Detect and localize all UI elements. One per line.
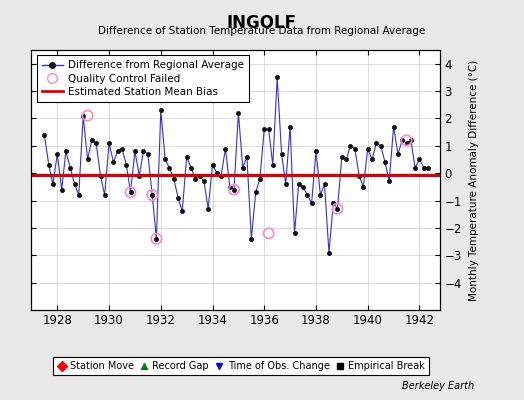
- Text: INGOLF: INGOLF: [227, 14, 297, 32]
- Point: [152, 236, 160, 242]
- Legend: Station Move, Record Gap, Time of Obs. Change, Empirical Break: Station Move, Record Gap, Time of Obs. C…: [53, 357, 429, 375]
- Point: [148, 192, 157, 198]
- Y-axis label: Monthly Temperature Anomaly Difference (°C): Monthly Temperature Anomaly Difference (…: [468, 59, 478, 301]
- Legend: Difference from Regional Average, Quality Control Failed, Estimated Station Mean: Difference from Regional Average, Qualit…: [37, 55, 249, 102]
- Text: Difference of Station Temperature Data from Regional Average: Difference of Station Temperature Data f…: [99, 26, 425, 36]
- Point: [126, 189, 135, 196]
- Point: [83, 112, 92, 119]
- Point: [333, 206, 342, 212]
- Text: Berkeley Earth: Berkeley Earth: [402, 381, 474, 391]
- Point: [265, 230, 273, 236]
- Point: [402, 137, 411, 144]
- Point: [230, 186, 238, 193]
